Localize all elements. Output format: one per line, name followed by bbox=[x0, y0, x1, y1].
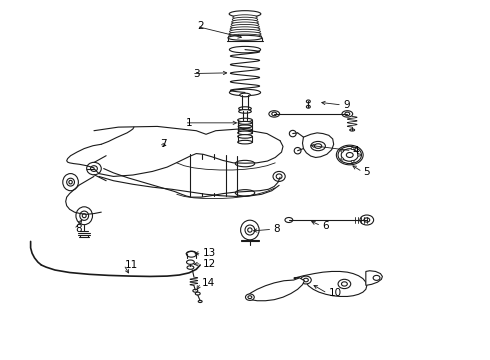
Ellipse shape bbox=[248, 296, 252, 298]
Ellipse shape bbox=[187, 266, 194, 269]
Text: 1: 1 bbox=[186, 118, 192, 128]
Ellipse shape bbox=[238, 129, 252, 131]
Ellipse shape bbox=[187, 251, 196, 257]
Ellipse shape bbox=[229, 29, 261, 34]
Ellipse shape bbox=[69, 180, 73, 184]
Polygon shape bbox=[302, 133, 334, 157]
Ellipse shape bbox=[350, 129, 355, 131]
Ellipse shape bbox=[342, 282, 347, 286]
Ellipse shape bbox=[230, 27, 260, 31]
Ellipse shape bbox=[193, 289, 198, 292]
Ellipse shape bbox=[346, 153, 353, 157]
Ellipse shape bbox=[245, 294, 254, 300]
Ellipse shape bbox=[231, 24, 259, 29]
Ellipse shape bbox=[80, 211, 89, 220]
Ellipse shape bbox=[273, 171, 285, 181]
Ellipse shape bbox=[272, 112, 277, 116]
Ellipse shape bbox=[245, 225, 255, 235]
Ellipse shape bbox=[229, 46, 261, 53]
Ellipse shape bbox=[338, 279, 351, 289]
Ellipse shape bbox=[82, 214, 86, 218]
Ellipse shape bbox=[238, 131, 252, 135]
Text: 12: 12 bbox=[202, 258, 216, 269]
Text: 10: 10 bbox=[328, 288, 342, 298]
Ellipse shape bbox=[231, 22, 259, 27]
Ellipse shape bbox=[238, 140, 252, 144]
Ellipse shape bbox=[229, 11, 261, 17]
Ellipse shape bbox=[345, 112, 350, 116]
Ellipse shape bbox=[341, 149, 358, 161]
Ellipse shape bbox=[232, 17, 258, 22]
Text: 7: 7 bbox=[160, 139, 167, 149]
Ellipse shape bbox=[373, 275, 380, 280]
Ellipse shape bbox=[364, 218, 370, 222]
Ellipse shape bbox=[303, 278, 308, 282]
Text: 14: 14 bbox=[202, 278, 215, 288]
Text: 2: 2 bbox=[198, 21, 204, 31]
Ellipse shape bbox=[276, 174, 282, 179]
Text: 11: 11 bbox=[124, 260, 138, 270]
Ellipse shape bbox=[91, 166, 98, 171]
Text: 5: 5 bbox=[364, 167, 370, 177]
Ellipse shape bbox=[196, 292, 200, 295]
Ellipse shape bbox=[360, 215, 374, 225]
Ellipse shape bbox=[289, 130, 296, 137]
Ellipse shape bbox=[63, 174, 78, 191]
Polygon shape bbox=[247, 278, 304, 301]
Ellipse shape bbox=[341, 158, 343, 160]
Ellipse shape bbox=[198, 300, 202, 302]
Ellipse shape bbox=[233, 15, 257, 19]
Text: 6: 6 bbox=[322, 221, 329, 231]
Ellipse shape bbox=[76, 207, 93, 225]
Ellipse shape bbox=[239, 107, 251, 111]
Ellipse shape bbox=[351, 160, 354, 162]
Ellipse shape bbox=[239, 110, 251, 113]
Ellipse shape bbox=[228, 34, 262, 39]
Ellipse shape bbox=[269, 111, 280, 117]
Ellipse shape bbox=[235, 190, 255, 196]
Text: 4: 4 bbox=[353, 146, 359, 156]
Ellipse shape bbox=[87, 162, 101, 175]
Ellipse shape bbox=[306, 100, 310, 103]
Ellipse shape bbox=[342, 111, 353, 117]
Text: 3: 3 bbox=[193, 68, 199, 78]
Ellipse shape bbox=[238, 121, 252, 124]
Ellipse shape bbox=[351, 148, 354, 150]
Polygon shape bbox=[294, 271, 367, 296]
Text: 8: 8 bbox=[75, 224, 81, 234]
Ellipse shape bbox=[229, 89, 261, 96]
Ellipse shape bbox=[247, 228, 252, 232]
Ellipse shape bbox=[300, 276, 311, 284]
Ellipse shape bbox=[228, 35, 262, 40]
Ellipse shape bbox=[238, 118, 252, 122]
Text: 13: 13 bbox=[202, 248, 216, 258]
Ellipse shape bbox=[241, 220, 259, 240]
Polygon shape bbox=[366, 271, 382, 285]
Ellipse shape bbox=[235, 160, 255, 167]
Ellipse shape bbox=[238, 135, 252, 138]
Ellipse shape bbox=[306, 105, 310, 108]
Ellipse shape bbox=[285, 217, 293, 222]
Text: 9: 9 bbox=[343, 100, 349, 110]
Ellipse shape bbox=[311, 141, 325, 151]
Ellipse shape bbox=[187, 260, 195, 264]
Text: 8: 8 bbox=[273, 224, 280, 234]
Ellipse shape bbox=[341, 150, 343, 152]
Ellipse shape bbox=[238, 125, 252, 128]
Ellipse shape bbox=[67, 178, 74, 186]
Ellipse shape bbox=[336, 145, 363, 165]
Ellipse shape bbox=[315, 144, 322, 148]
Ellipse shape bbox=[358, 154, 361, 156]
Ellipse shape bbox=[232, 19, 258, 24]
Ellipse shape bbox=[229, 32, 261, 36]
Ellipse shape bbox=[240, 93, 250, 97]
Ellipse shape bbox=[294, 148, 301, 154]
